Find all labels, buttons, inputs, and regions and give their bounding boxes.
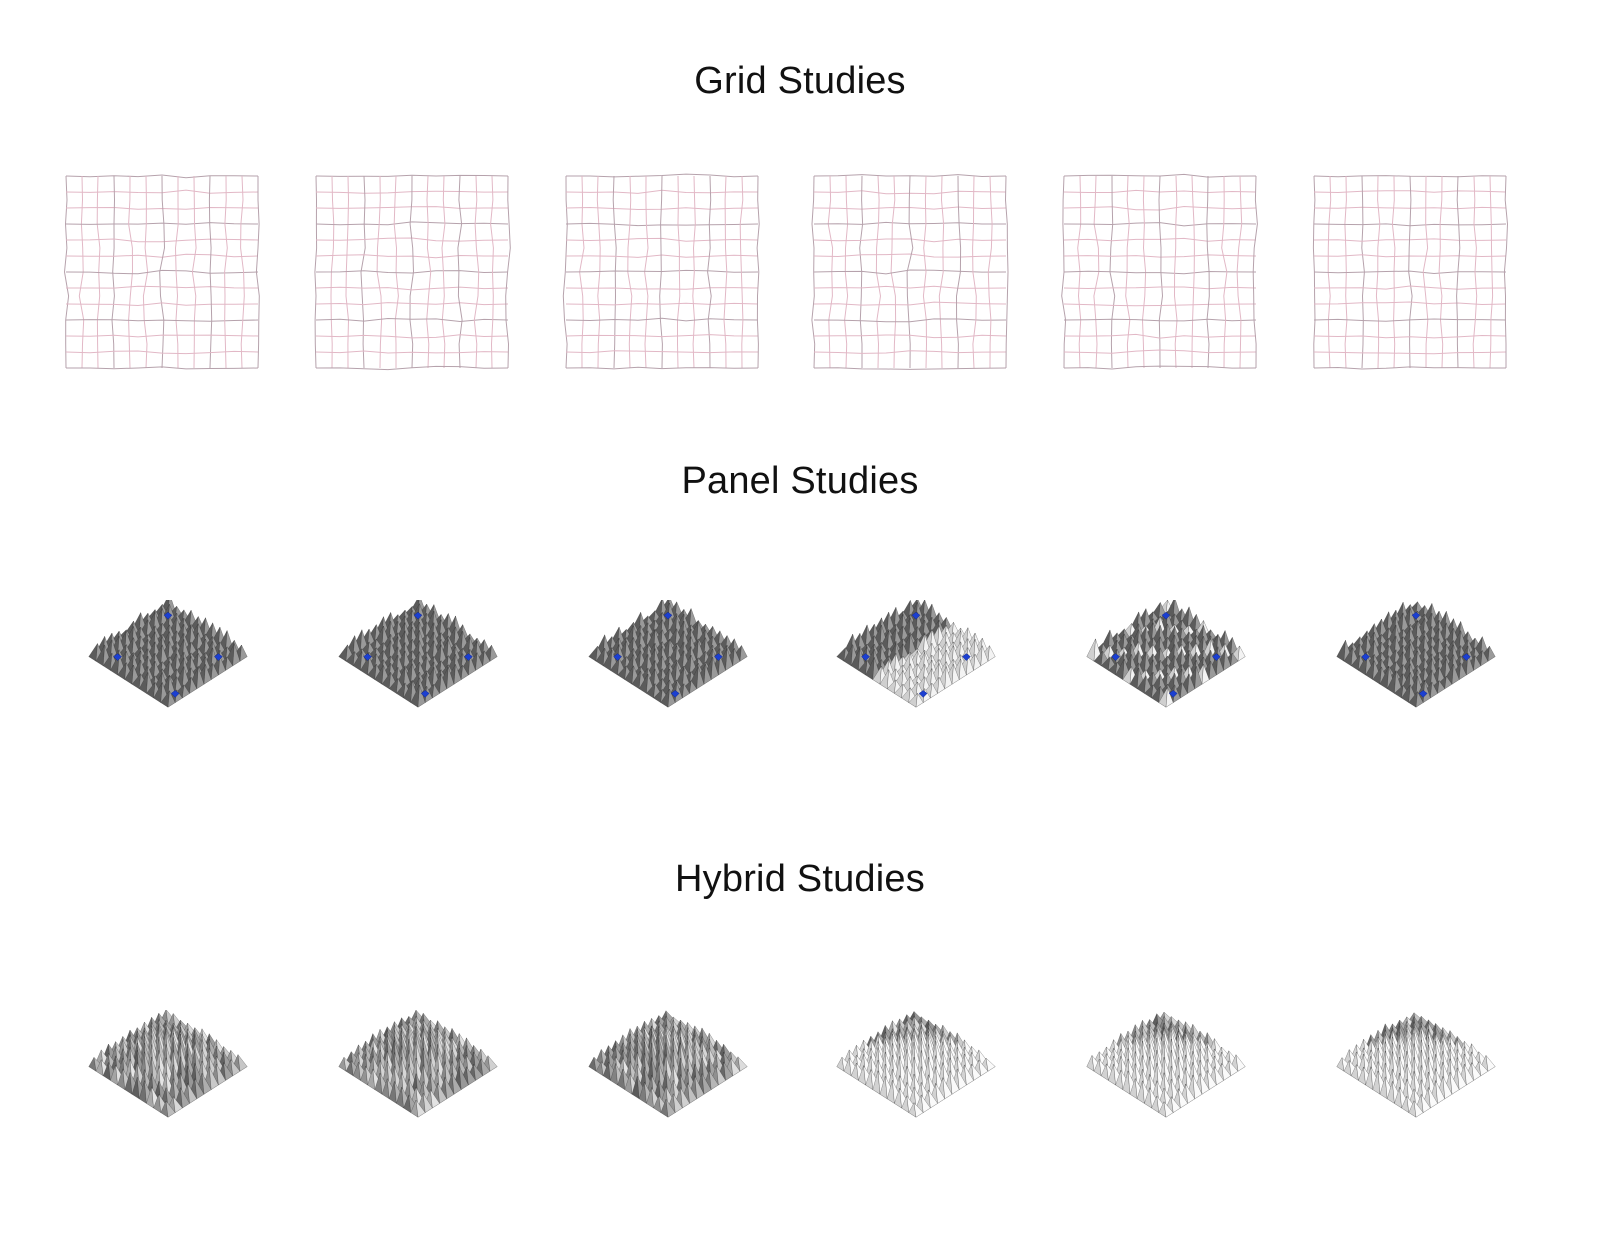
hybrid-study-1 <box>88 1010 248 1118</box>
panel-study-2 <box>338 600 498 708</box>
grid-studies-row <box>0 170 1600 380</box>
hybrid-study-4 <box>836 1011 996 1118</box>
grid-study-4 <box>811 174 1009 370</box>
hybrid-study-6 <box>1336 1012 1496 1118</box>
panel-study-6 <box>1336 601 1496 708</box>
hybrid-study-5 <box>1086 1011 1246 1118</box>
panel-study-1 <box>88 600 248 708</box>
panel-studies-title: Panel Studies <box>681 460 919 502</box>
panel-study-5 <box>1086 600 1246 708</box>
hybrid-study-3 <box>588 1010 748 1118</box>
grid-study-5 <box>1061 173 1258 370</box>
grid-study-2 <box>314 174 511 371</box>
grid-study-6 <box>1312 175 1509 370</box>
hybrid-studies-title: Hybrid Studies <box>675 858 925 900</box>
grid-study-1 <box>63 174 260 370</box>
grid-studies-title: Grid Studies <box>694 60 906 102</box>
grid-study-3 <box>562 173 760 370</box>
hybrid-study-2 <box>338 1010 498 1118</box>
panel-study-4 <box>836 600 996 708</box>
hybrid-studies-row <box>0 1010 1600 1160</box>
panel-study-3 <box>588 600 748 708</box>
panel-studies-row <box>0 600 1600 740</box>
